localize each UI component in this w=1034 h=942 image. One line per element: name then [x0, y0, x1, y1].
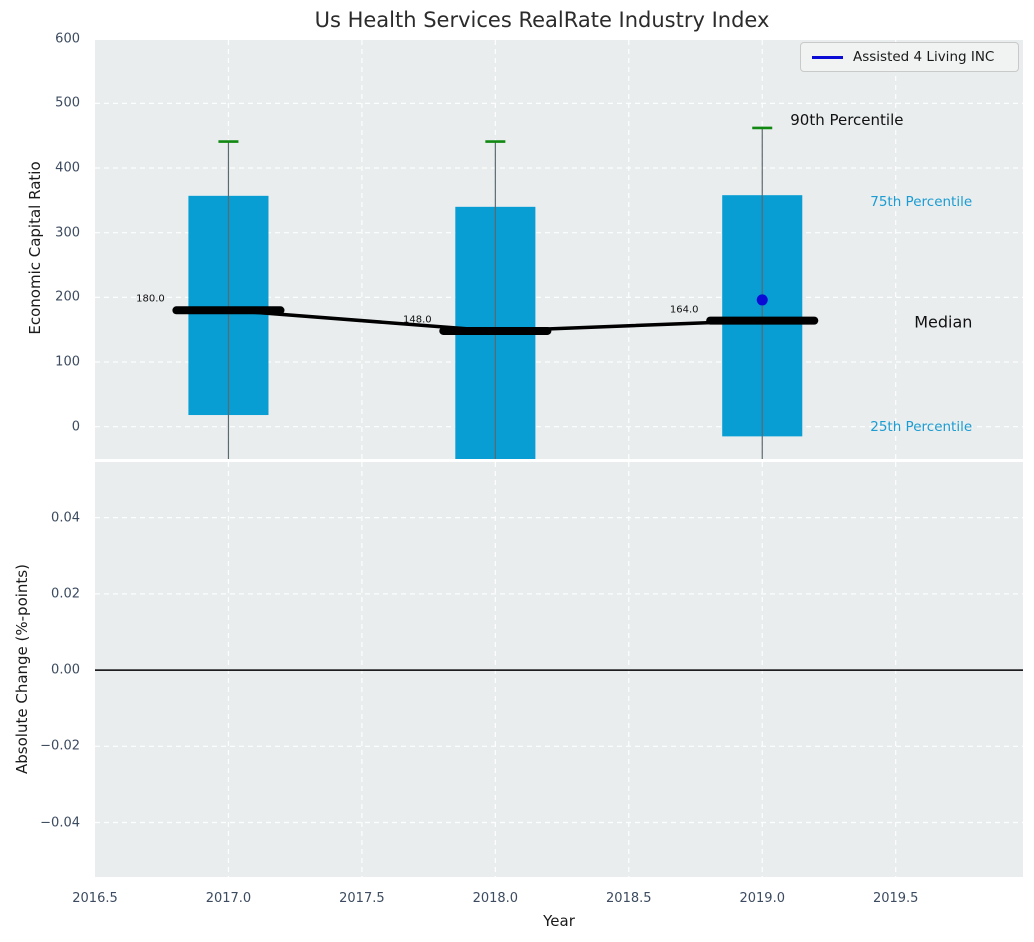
company-point: [756, 294, 768, 306]
chart-title: Us Health Services RealRate Industry Ind…: [314, 8, 770, 32]
top-y-tick-label: 300: [55, 225, 80, 241]
top-y-tick-label: 500: [55, 95, 80, 111]
legend-line-swatch: [812, 55, 843, 59]
x-tick-label: 2017.0: [205, 891, 252, 906]
top-y-axis-label: Economic Capital Ratio: [26, 161, 44, 335]
median-value-label: 148.0: [403, 314, 432, 326]
top-y-tick-label: 100: [55, 354, 80, 370]
top-y-tick-label: 200: [55, 289, 80, 305]
legend-label: Assisted 4 Living INC: [853, 49, 995, 65]
x-axis-label: Year: [543, 912, 575, 930]
annotation-90th-percentile: 90th Percentile: [790, 110, 904, 129]
x-tick-label: 2017.5: [339, 891, 385, 906]
x-tick-label: 2018.5: [606, 891, 652, 906]
annotation-25th-percentile: 25th Percentile: [870, 419, 973, 436]
median-value-label: 164.0: [669, 304, 699, 316]
bottom-y-tick-label: 0.00: [51, 662, 80, 678]
annotation-75th-percentile: 75th Percentile: [870, 194, 973, 211]
bottom-y-tick-label: −0.04: [40, 815, 80, 830]
median-value-label: 180.0: [136, 293, 165, 305]
top-y-tick-label: 0: [71, 419, 80, 435]
x-tick-label: 2016.5: [72, 891, 118, 906]
x-tick-label: 2019.0: [739, 891, 785, 906]
top-y-tick-label: 600: [55, 31, 80, 47]
bottom-y-tick-label: 0.02: [51, 586, 80, 602]
annotation-median: Median: [914, 312, 973, 332]
bottom-y-tick-label: −0.02: [40, 738, 80, 754]
legend: Assisted 4 Living INC: [800, 42, 1019, 72]
x-tick-label: 2018.0: [472, 891, 519, 906]
top-y-tick-label: 400: [55, 160, 80, 176]
x-tick-label: 2019.5: [872, 891, 919, 906]
bottom-y-tick-label: 0.04: [51, 510, 80, 526]
